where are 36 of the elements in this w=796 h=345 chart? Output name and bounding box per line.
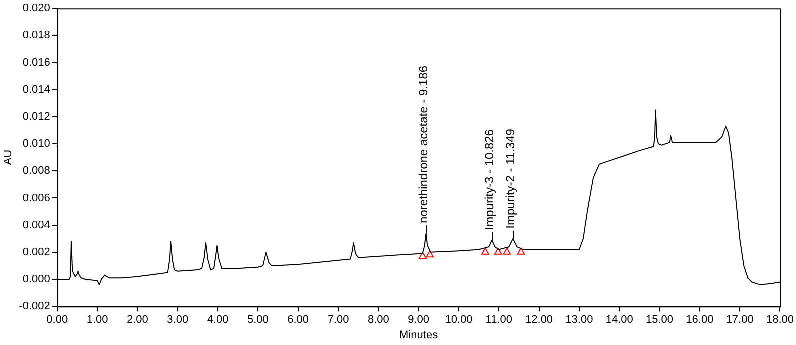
x-tick-label: 0.00	[46, 314, 68, 326]
y-tick-label: -0.002	[19, 300, 50, 313]
x-tick-label: 3.00	[167, 314, 189, 326]
y-tick-label: 0.000	[22, 274, 50, 286]
x-tick-label: 5.00	[247, 314, 269, 326]
y-tick-label: 0.004	[22, 219, 50, 232]
y-tick-label: 0.008	[22, 165, 50, 178]
x-tick-label: 2.00	[126, 314, 148, 326]
y-tick-label: 0.010	[22, 138, 50, 150]
y-tick-label: 0.020	[22, 2, 50, 15]
x-tick-label: 16.00	[686, 314, 714, 326]
x-tick-label: 13.00	[566, 314, 594, 326]
x-tick-label: 17.00	[726, 314, 754, 326]
x-tick-label: 12.00	[526, 314, 554, 326]
annotation: norethindrone acetate - 9.186	[416, 66, 431, 224]
x-tick-label: 7.00	[328, 314, 350, 326]
x-tick-label: 8.00	[368, 314, 390, 326]
annotation: Impurity-2 - 11.349	[503, 128, 518, 229]
y-tick-label: 0.012	[22, 110, 50, 123]
y-tick-label: 0.006	[22, 192, 50, 204]
y-tick-label: 0.014	[22, 84, 50, 96]
x-tick-label: 14.00	[606, 314, 634, 326]
x-tick-label: 9.00	[408, 314, 430, 326]
y-tick-label: 0.018	[22, 30, 50, 42]
x-tick-label: 10.00	[445, 314, 473, 326]
annotation: Impurity-3 - 10.826	[482, 129, 496, 230]
x-tick-label: 6.00	[288, 314, 310, 326]
y-tick-label: 0.002	[22, 246, 50, 258]
x-tick-label: 1.00	[86, 314, 108, 326]
x-tick-label: 11.00	[486, 314, 512, 326]
x-tick-label: 4.00	[207, 314, 229, 326]
x-tick-label: 18.00	[766, 314, 794, 326]
x-tick-label: 15.00	[646, 314, 674, 326]
y-tick-label: 0.016	[22, 56, 50, 69]
x-axis-title: Minutes	[400, 329, 439, 342]
y-axis-title: AU	[2, 150, 15, 166]
